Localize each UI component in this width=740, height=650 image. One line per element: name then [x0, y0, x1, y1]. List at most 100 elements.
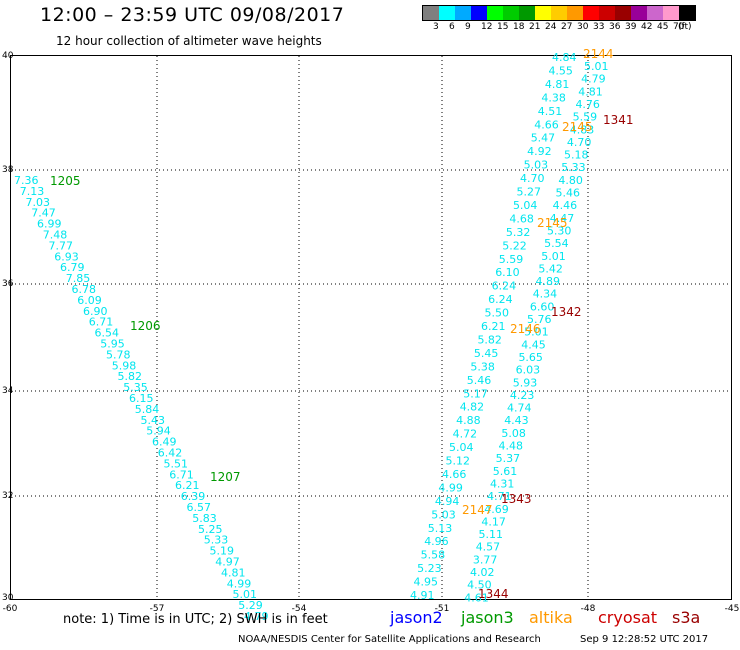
swh-value: 6.15	[129, 392, 154, 405]
legend-jason3: jason3	[461, 608, 514, 627]
colorbar-label: 18	[513, 22, 525, 32]
swh-value: 4.74	[507, 402, 532, 415]
swh-value: 5.59	[573, 111, 598, 124]
swh-value: 4.48	[499, 440, 524, 453]
colorbar-swatch	[503, 6, 519, 20]
swh-value: 4.70	[567, 136, 592, 149]
swh-value: 6.71	[89, 316, 114, 329]
swh-value: 5.95	[100, 338, 125, 351]
swh-value: 4.91	[410, 589, 435, 602]
swh-value: 5.19	[210, 545, 235, 558]
swh-value: 4.51	[538, 105, 563, 118]
colorbar-label: 24	[545, 22, 557, 32]
colorbar	[422, 5, 696, 21]
swh-value: 4.02	[470, 566, 495, 579]
swh-value: 4.97	[215, 556, 240, 569]
pass-time-label: 2145	[537, 216, 568, 230]
swh-value: 5.01	[233, 588, 258, 601]
colorbar-label: (ft)	[678, 22, 692, 32]
swh-value: 5.84	[135, 403, 160, 416]
swh-value: 4.23	[510, 389, 535, 402]
colorbar-label: 39	[625, 22, 637, 32]
colorbar-swatch	[471, 6, 487, 20]
legend-altika: altika	[529, 608, 573, 627]
swh-value: 5.98	[112, 359, 137, 372]
swh-value: 7.13	[20, 185, 45, 198]
colorbar-swatch	[551, 6, 567, 20]
colorbar-label: 36	[609, 22, 621, 32]
swh-value: 5.01	[524, 326, 549, 339]
swh-value: 5.50	[485, 307, 510, 320]
credit-text: NOAA/NESDIS Center for Satellite Applica…	[238, 634, 541, 645]
swh-value: 5.61	[493, 465, 518, 478]
swh-value: 5.65	[518, 351, 543, 364]
swh-value: 5.78	[106, 348, 131, 361]
y-tick-label: 36	[2, 279, 14, 289]
swh-value: 4.76	[575, 98, 600, 111]
pass-time-label: 1205	[50, 174, 81, 188]
swh-value: 4.72	[453, 428, 478, 441]
swh-value: 4.81	[578, 85, 603, 98]
swh-value: 5.01	[584, 60, 609, 73]
swh-value: 5.37	[496, 452, 521, 465]
y-tick-label: 32	[2, 491, 13, 501]
pass-time-label: 1344	[478, 587, 509, 601]
swh-value: 5.18	[564, 149, 589, 162]
swh-value: 6.60	[530, 300, 555, 313]
swh-value: 5.33	[204, 534, 229, 547]
swh-value: 5.27	[517, 186, 542, 199]
swh-value: 5.82	[477, 333, 502, 346]
colorbar-swatch	[487, 6, 503, 20]
swh-value: 7.03	[26, 196, 51, 209]
colorbar-swatch	[439, 6, 455, 20]
swh-value: 4.31	[490, 477, 515, 490]
swh-value: 6.90	[83, 305, 108, 318]
swh-value: 6.42	[158, 447, 183, 460]
swh-value: 5.32	[506, 226, 530, 239]
swh-value: 5.04	[513, 199, 538, 212]
swh-value: 6.93	[54, 250, 79, 263]
x-tick-label: -45	[725, 604, 740, 614]
pass-time-label: 1206	[130, 319, 161, 333]
swh-value: 7.47	[31, 207, 56, 220]
swh-value: 4.68	[509, 212, 534, 225]
map-title: 12:00 – 23:59 UTC 09/08/2017	[40, 4, 345, 26]
x-tick-label: -54	[292, 604, 307, 614]
swh-value: 6.54	[95, 327, 120, 340]
swh-value: 4.81	[221, 566, 246, 579]
swh-value: 4.55	[548, 64, 573, 77]
colorbar-swatch	[455, 6, 471, 20]
colorbar-label: 21	[529, 22, 541, 32]
swh-value: 4.88	[456, 414, 481, 427]
swh-value: 4.17	[481, 515, 506, 528]
swh-value: 4.57	[476, 541, 501, 554]
swh-value: 4.34	[533, 288, 558, 301]
pass-time-label: 2146	[510, 322, 541, 336]
y-tick-label: 38	[2, 165, 14, 175]
swh-value: 5.93	[513, 376, 538, 389]
colorbar-label: 9	[465, 22, 471, 32]
colorbar-label: 70	[673, 22, 685, 32]
x-tick-label: -48	[581, 604, 596, 614]
pass-time-label: 1343	[501, 492, 532, 506]
colorbar-swatch	[535, 6, 551, 20]
swh-value: 4.94	[435, 495, 460, 508]
swh-value: 5.35	[123, 381, 148, 394]
map-plot-area	[10, 55, 732, 600]
colorbar-swatch	[599, 6, 615, 20]
pass-time-label: 1341	[603, 113, 634, 127]
legend-s3a: s3a	[672, 608, 701, 627]
x-tick-label: -51	[435, 604, 450, 614]
swh-value: 5.29	[238, 599, 263, 612]
swh-value: 5.03	[431, 508, 456, 521]
swh-value: 5.01	[541, 250, 566, 263]
swh-value: 6.10	[495, 266, 520, 279]
colorbar-label: 42	[641, 22, 653, 32]
swh-value: 4.99	[438, 481, 463, 494]
swh-value: 5.76	[527, 313, 552, 326]
colorbar-label: 15	[497, 22, 509, 32]
swh-value: 6.78	[72, 283, 97, 296]
colorbar-label: 30	[577, 22, 589, 32]
pass-time-label: 1342	[551, 305, 582, 319]
swh-value: 6.39	[181, 490, 206, 503]
